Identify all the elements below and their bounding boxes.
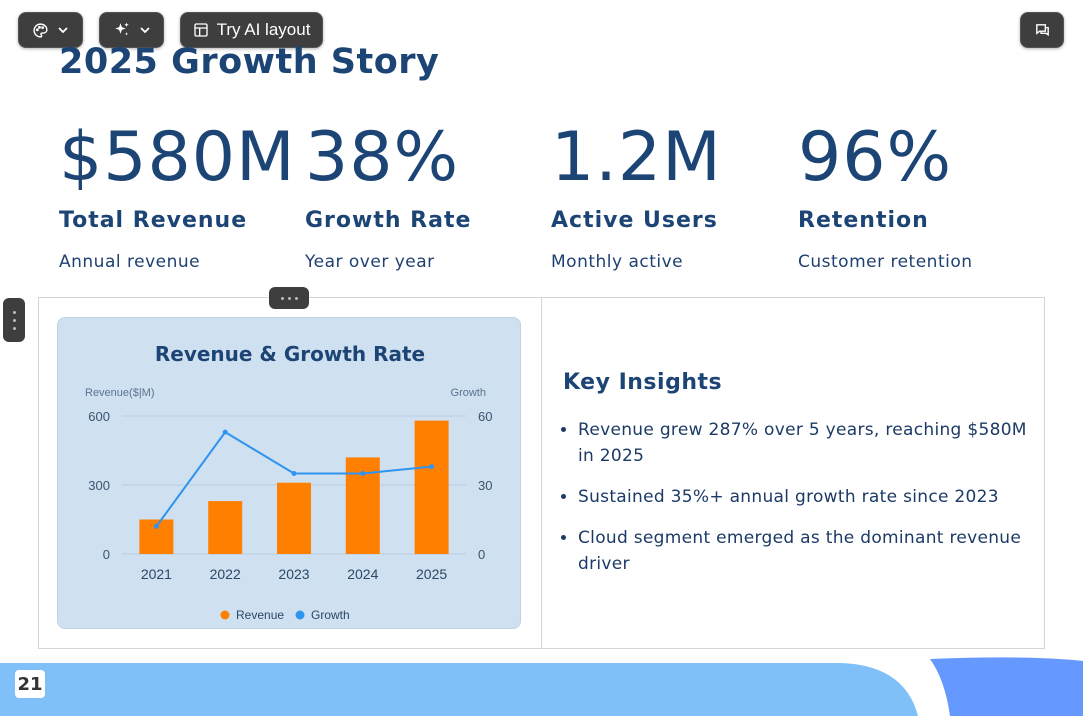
y-tick-label: 600 [88, 409, 110, 424]
page-number: 21 [15, 670, 45, 698]
legend-marker-growth [295, 610, 305, 620]
x-tick-label: 2022 [210, 566, 241, 582]
legend-marker-revenue [220, 610, 230, 620]
slide-title: 2025 Growth Story [59, 42, 440, 82]
x-tick-label: 2021 [141, 566, 172, 582]
chart-card[interactable]: Revenue & Growth Rate Revenue($|M) Growth 6… [57, 317, 521, 629]
point-growth [222, 429, 228, 435]
column-divider [541, 297, 542, 649]
stat-active-users: 1.2M Active Users Monthly active [551, 118, 796, 272]
chevron-down-icon [139, 24, 151, 36]
point-growth [291, 471, 297, 476]
point-growth [153, 523, 159, 529]
legend-label-growth: Growth [311, 608, 350, 622]
insights-list: Revenue grew 287% over 5 years, reaching… [563, 417, 1033, 577]
chat-icon [1034, 22, 1051, 39]
y-tick-label: 300 [88, 478, 110, 493]
list-item: Cloud segment emerged as the dominant re… [578, 525, 1033, 577]
list-item: Sustained 35%+ annual growth rate since … [578, 484, 1033, 510]
revenue-growth-chart: Revenue & Growth Rate Revenue($|M) Growth 6… [85, 342, 492, 622]
stat-label: Growth Rate [305, 208, 472, 233]
legend-label-revenue: Revenue [236, 608, 284, 622]
stat-total-revenue: $580M Total Revenue Annual revenue [59, 118, 304, 272]
x-tick-label: 2023 [278, 566, 309, 582]
ai-magic-button[interactable] [99, 12, 164, 48]
stat-caption: Monthly active [551, 252, 684, 272]
stat-label: Active Users [551, 208, 718, 233]
theme-button[interactable] [18, 12, 83, 48]
y2-tick-label: 0 [478, 547, 485, 562]
comments-button[interactable] [1020, 12, 1064, 48]
point-growth [360, 471, 366, 476]
stat-label: Total Revenue [59, 208, 248, 233]
y-axis-title: Revenue($|M) [85, 387, 155, 399]
list-item: Revenue grew 287% over 5 years, reaching… [578, 417, 1033, 469]
stat-value: 1.2M [551, 118, 722, 197]
bar-revenue [414, 420, 449, 554]
stat-caption: Annual revenue [59, 252, 201, 272]
footer-wave [0, 657, 1083, 716]
bar-revenue [208, 501, 243, 554]
chart-title: Revenue & Growth Rate [155, 342, 425, 366]
stat-value: 96% [798, 118, 953, 197]
try-ai-layout-label: Try AI layout [216, 20, 311, 39]
stat-label: Retention [798, 208, 929, 233]
point-growth [429, 464, 435, 470]
x-tick-label: 2024 [347, 566, 378, 582]
chevron-down-icon [57, 24, 69, 36]
stat-caption: Customer retention [798, 252, 973, 272]
insights-heading: Key Insights [563, 370, 723, 395]
row-drag-handle[interactable] [3, 298, 25, 342]
palette-icon [32, 22, 49, 39]
key-insights: Key Insights Revenue grew 287% over 5 ye… [563, 370, 1033, 592]
stat-value: 38% [305, 118, 460, 197]
y-tick-label: 0 [103, 547, 110, 562]
y2-axis-title: Growth [451, 387, 486, 399]
layout-icon [193, 22, 209, 38]
column-drag-handle[interactable] [269, 287, 309, 309]
sparkles-icon [113, 21, 131, 39]
y2-tick-label: 30 [478, 478, 492, 493]
stat-retention: 96% Retention Customer retention [798, 118, 1043, 272]
try-ai-layout-button[interactable]: Try AI layout [180, 12, 323, 48]
y2-tick-label: 60 [478, 409, 492, 424]
x-tick-label: 2025 [416, 566, 447, 582]
stat-value: $580M [59, 118, 296, 197]
stat-growth-rate: 38% Growth Rate Year over year [305, 118, 550, 272]
stat-caption: Year over year [305, 252, 435, 272]
bar-revenue [277, 482, 311, 554]
